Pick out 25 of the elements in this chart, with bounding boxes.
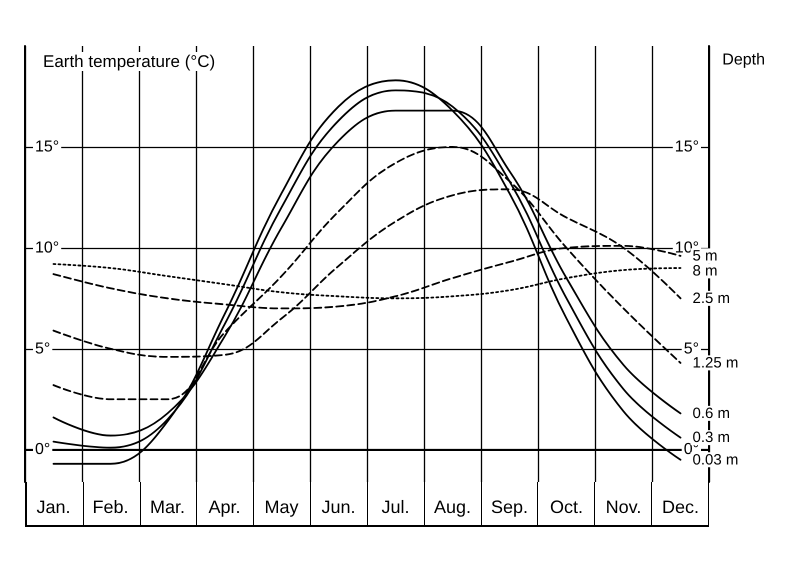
x-tick-label: Apr. (208, 497, 241, 517)
x-tick-label: Jan. (36, 497, 71, 517)
series-label: 1.25 m (692, 354, 738, 372)
y-tick-label: 10° (35, 239, 60, 256)
series-label: 0.6 m (692, 404, 730, 422)
x-tick-label: Feb. (92, 497, 129, 517)
legend-title: Depth (722, 52, 766, 68)
y2-tick-label: 5° (684, 340, 699, 358)
series-label: 2.5 m (692, 290, 730, 307)
y2-tick-label: 15° (674, 138, 699, 156)
y-tick-label: 5° (35, 340, 50, 358)
series-label: 8 m (692, 262, 718, 280)
x-tick-label: May (264, 497, 299, 517)
x-tick-label: Jul. (381, 497, 410, 517)
x-tick-label: Oct. (550, 497, 584, 517)
x-tick-label: Dec. (662, 497, 700, 517)
y-tick-label: 15° (35, 138, 60, 156)
x-tick-label: Jun. (321, 497, 356, 517)
y-tick-label: 0° (35, 441, 50, 458)
x-tick-label: Nov. (606, 497, 642, 517)
x-tick-label: Mar. (150, 497, 186, 517)
x-tick-label: Aug. (434, 497, 472, 517)
y-axis-title: Earth temperature (°C) (43, 52, 216, 71)
series-label: 0.3 m (692, 429, 730, 446)
x-tick-label: Sep. (490, 497, 528, 517)
